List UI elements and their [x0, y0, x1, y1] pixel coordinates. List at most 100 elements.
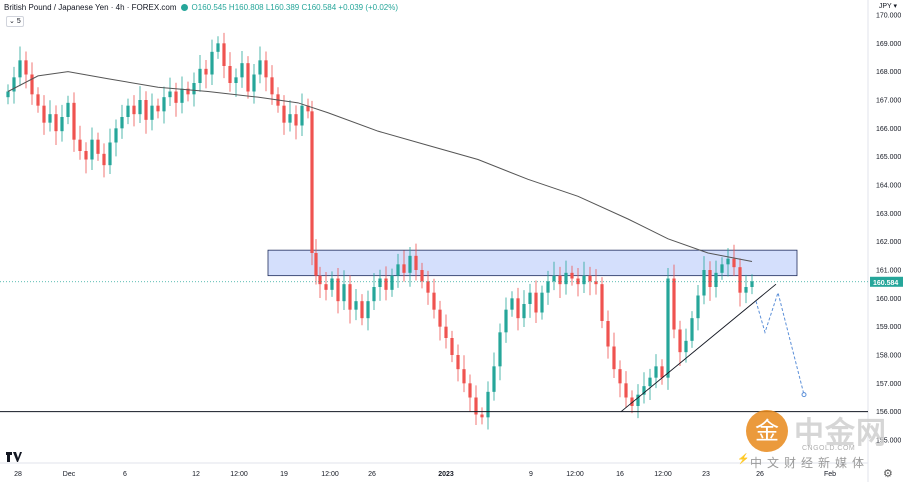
candle-body	[438, 309, 442, 327]
candle-body	[510, 298, 514, 310]
price-tick-label: 159.000	[876, 324, 901, 331]
gear-icon[interactable]: ⚙	[883, 468, 893, 480]
candle-body	[252, 74, 256, 92]
candle-body	[342, 284, 346, 302]
candle-body	[708, 270, 712, 287]
time-tick-label: 16	[616, 471, 624, 478]
time-tick-label: 28	[14, 471, 22, 478]
candle-body	[306, 105, 310, 112]
candle-body	[690, 318, 694, 341]
candle-body	[132, 105, 136, 115]
time-tick-label: 19	[280, 471, 288, 478]
price-tick-label: 168.000	[876, 69, 901, 76]
candle-body	[630, 397, 634, 406]
candle-body	[72, 102, 76, 140]
candle-body	[726, 258, 730, 265]
candle-body	[120, 117, 124, 129]
candle-body	[66, 102, 70, 117]
market-status-dot	[180, 4, 188, 11]
time-tick-label: 12:00	[654, 471, 672, 478]
last-price-tag	[870, 276, 903, 287]
moving-average-line	[7, 71, 753, 262]
overlay-lines-group	[0, 71, 868, 413]
candle-body	[498, 332, 502, 367]
candle-body	[516, 298, 520, 319]
candle-body	[474, 397, 478, 415]
chart-header: British Pound / Japanese Yen · 4h · FORE…	[4, 3, 398, 12]
last-price-tag-label: 160.584	[873, 280, 898, 287]
indicators-toggle[interactable]: ⌄ 5	[6, 16, 24, 27]
projection-target	[801, 392, 807, 398]
price-tick-label: 157.000	[876, 381, 901, 388]
candle-body	[600, 284, 604, 321]
candle-body	[314, 253, 318, 276]
ascending-trendline	[620, 283, 777, 413]
time-tick-label: Feb	[824, 471, 836, 478]
candles-group	[6, 32, 754, 430]
candle-body	[18, 60, 22, 78]
time-tick-label: 12:00	[566, 471, 584, 478]
candle-body	[198, 68, 202, 83]
candle-body	[204, 68, 208, 75]
candle-body	[96, 139, 100, 154]
candle-body	[54, 114, 58, 132]
lightning-icon[interactable]: ⚡	[737, 454, 750, 465]
candle-body	[310, 111, 314, 253]
high-value: H160.808	[228, 3, 264, 12]
caret-down-icon: ▾	[893, 3, 897, 10]
candle-body	[582, 275, 586, 285]
candle-body	[492, 366, 496, 392]
time-tick-label: 26	[756, 471, 764, 478]
resistance-zone	[267, 249, 798, 277]
candle-body	[558, 275, 562, 285]
candle-body	[192, 83, 196, 95]
candle-body	[456, 355, 460, 370]
candle-body	[594, 281, 598, 285]
candle-body	[546, 281, 550, 293]
tradingview-logo-icon[interactable]	[6, 452, 22, 465]
candle-body	[114, 128, 118, 143]
candle-body	[336, 278, 340, 302]
candle-body	[504, 309, 508, 333]
candle-body	[570, 272, 574, 279]
candle-body	[534, 292, 538, 313]
watermark-site: CNGOLD.COM	[802, 445, 856, 452]
candle-body	[294, 114, 298, 126]
currency-label[interactable]: JPY ▾	[879, 2, 897, 10]
price-tick-label: 155.000	[876, 438, 901, 445]
price-tick-label: 164.000	[876, 183, 901, 190]
price-tick-label: 170.000	[876, 13, 901, 20]
candle-body	[234, 77, 238, 83]
candle-body	[60, 117, 64, 132]
symbol-title[interactable]: British Pound / Japanese Yen · 4h · FORE…	[4, 3, 177, 12]
candle-body	[654, 366, 658, 378]
resistance-zone-group	[267, 249, 798, 277]
candle-body	[162, 97, 166, 112]
candle-body	[408, 255, 412, 273]
candle-body	[144, 100, 148, 120]
time-tick-label: 23	[702, 471, 710, 478]
indicator-count: 5	[16, 18, 21, 25]
candle-body	[150, 105, 154, 120]
price-tick-label: 169.000	[876, 41, 901, 48]
price-tick-label: 156.000	[876, 409, 901, 416]
currency-text: JPY	[878, 3, 892, 10]
candle-body	[84, 151, 88, 160]
open-value: O160.545	[191, 3, 227, 12]
time-tick-label: 12:00	[321, 471, 339, 478]
candle-body	[186, 88, 190, 95]
candle-body	[240, 63, 244, 78]
candle-body	[138, 100, 142, 115]
candle-body	[48, 114, 52, 123]
price-tick-label: 161.000	[876, 268, 901, 275]
candle-body	[612, 346, 616, 370]
candle-body	[180, 88, 184, 103]
time-axis-group: 28 Dec 6 12 12:00 19 12:00 26 2023 9 12:00 16 12:00 2…	[14, 471, 836, 478]
candle-body	[702, 270, 706, 296]
candle-body	[384, 278, 388, 290]
candle-body	[300, 105, 304, 126]
candle-body	[486, 391, 490, 418]
candle-body	[636, 394, 640, 406]
candle-body	[264, 60, 268, 78]
